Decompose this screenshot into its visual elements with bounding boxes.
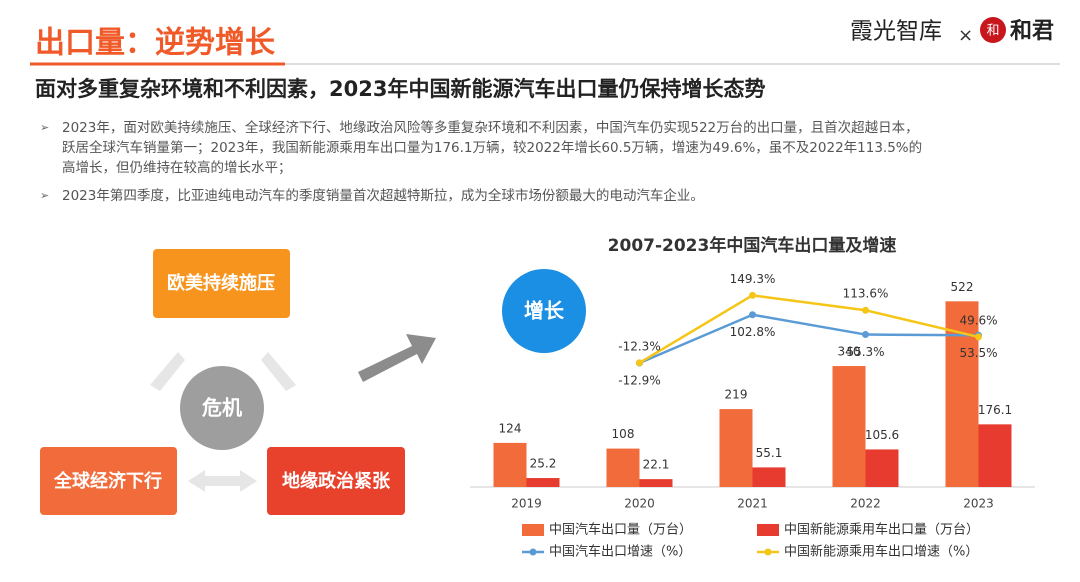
box-label: 欧美持续施压	[167, 272, 275, 294]
data-label: -12.9%	[618, 374, 660, 388]
circle-label: 危机	[202, 396, 242, 420]
legend-swatch	[757, 524, 779, 536]
line-point	[749, 291, 756, 299]
x-tick-label: 2022	[850, 497, 881, 511]
line	[639, 313, 979, 365]
bar	[978, 424, 1012, 487]
box	[40, 447, 177, 515]
legend-label: 中国新能源乘用车出口增速（%）	[784, 544, 978, 560]
partner: 和君	[1010, 19, 1054, 44]
data-label: 55.1	[756, 446, 783, 460]
data-label: 176.1	[978, 403, 1012, 417]
data-label: 105.6	[865, 428, 899, 442]
bar	[752, 467, 786, 487]
bar	[526, 478, 560, 487]
bullet-text: 2023年第四季度，比亚迪纯电动汽车的季度销量首次超越特斯拉，成为全球市场份额最…	[62, 187, 704, 204]
circle-label: 增长	[524, 299, 565, 323]
data-label: 55.3%	[846, 345, 884, 359]
diagram: 欧美持续施压 危机 全球经济下行 地缘政治紧张 增长	[40, 249, 586, 515]
line-point	[862, 331, 869, 339]
chart-title: 2007-2023年中国汽车出口量及增速	[608, 235, 897, 256]
data-label: 340	[838, 345, 861, 359]
data-label: 53.5%	[959, 346, 997, 360]
data-label: 25.2	[530, 457, 557, 471]
subtitle: 面对多重复杂环境和不利因素，2023年中国新能源汽车出口量仍保持增长态势	[35, 77, 765, 101]
box	[153, 249, 290, 318]
legend-swatch	[764, 548, 772, 556]
line-point	[749, 311, 756, 319]
bar	[865, 449, 899, 487]
bullet-text: 跃居全球汽车销量第一；2023年，我国新能源乘用车出口量为176.1万辆，较20…	[62, 139, 922, 156]
seal	[980, 17, 1006, 43]
data-label: 113.6%	[843, 287, 889, 301]
bar	[832, 366, 866, 487]
x-tick-label: 2023	[963, 497, 994, 511]
data-label: 49.6%	[959, 313, 997, 327]
bar	[639, 479, 673, 487]
x-tick-label: 2021	[737, 497, 768, 511]
data-label: -12.3%	[618, 339, 660, 353]
bar	[493, 442, 527, 487]
box	[267, 447, 405, 515]
circle	[502, 269, 586, 353]
legend-label: 中国汽车出口增速（%）	[549, 544, 691, 560]
circle	[180, 366, 264, 450]
arrow	[261, 352, 296, 391]
data-label: 124	[499, 421, 522, 435]
brand: 霞光智库	[850, 19, 942, 45]
legend-label: 中国新能源乘用车出口量（万台）	[784, 522, 979, 538]
line-point	[975, 333, 982, 341]
data-label: 102.8%	[730, 325, 776, 339]
legend-swatch	[522, 524, 544, 536]
line-point	[862, 306, 869, 314]
box-label: 全球经济下行	[53, 470, 162, 492]
slide-title: 出口量：逆势增长	[35, 26, 275, 61]
seal-text: 和	[986, 24, 999, 39]
bullet-text: 2023年，面对欧美持续施压、全球经济下行、地缘政治风险等多重复杂环境和不利因素…	[62, 119, 919, 136]
big-arrow	[358, 334, 436, 382]
legend-label: 中国汽车出口量（万台）	[549, 522, 692, 538]
x-tick-label: 2019	[511, 497, 542, 511]
bullet-marker: ➢	[40, 189, 49, 202]
x-tick-label: 2020	[624, 497, 655, 511]
line-point	[636, 359, 643, 367]
data-label: 522	[951, 280, 974, 294]
cross: ×	[958, 25, 973, 46]
legend-swatch	[529, 548, 537, 556]
data-label: 22.1	[643, 458, 670, 472]
bar	[719, 409, 753, 487]
bullet-marker: ➢	[40, 121, 49, 134]
arrow	[150, 352, 185, 391]
data-label: 149.3%	[730, 272, 776, 286]
data-label: 219	[725, 388, 748, 402]
bar	[606, 448, 640, 487]
box-label: 地缘政治紧张	[282, 470, 391, 492]
data-label: 108	[612, 427, 635, 441]
bullet-text: 高增长，但仍维持在较高的增长水平；	[62, 159, 292, 176]
arrow	[188, 470, 257, 492]
line	[638, 294, 979, 364]
